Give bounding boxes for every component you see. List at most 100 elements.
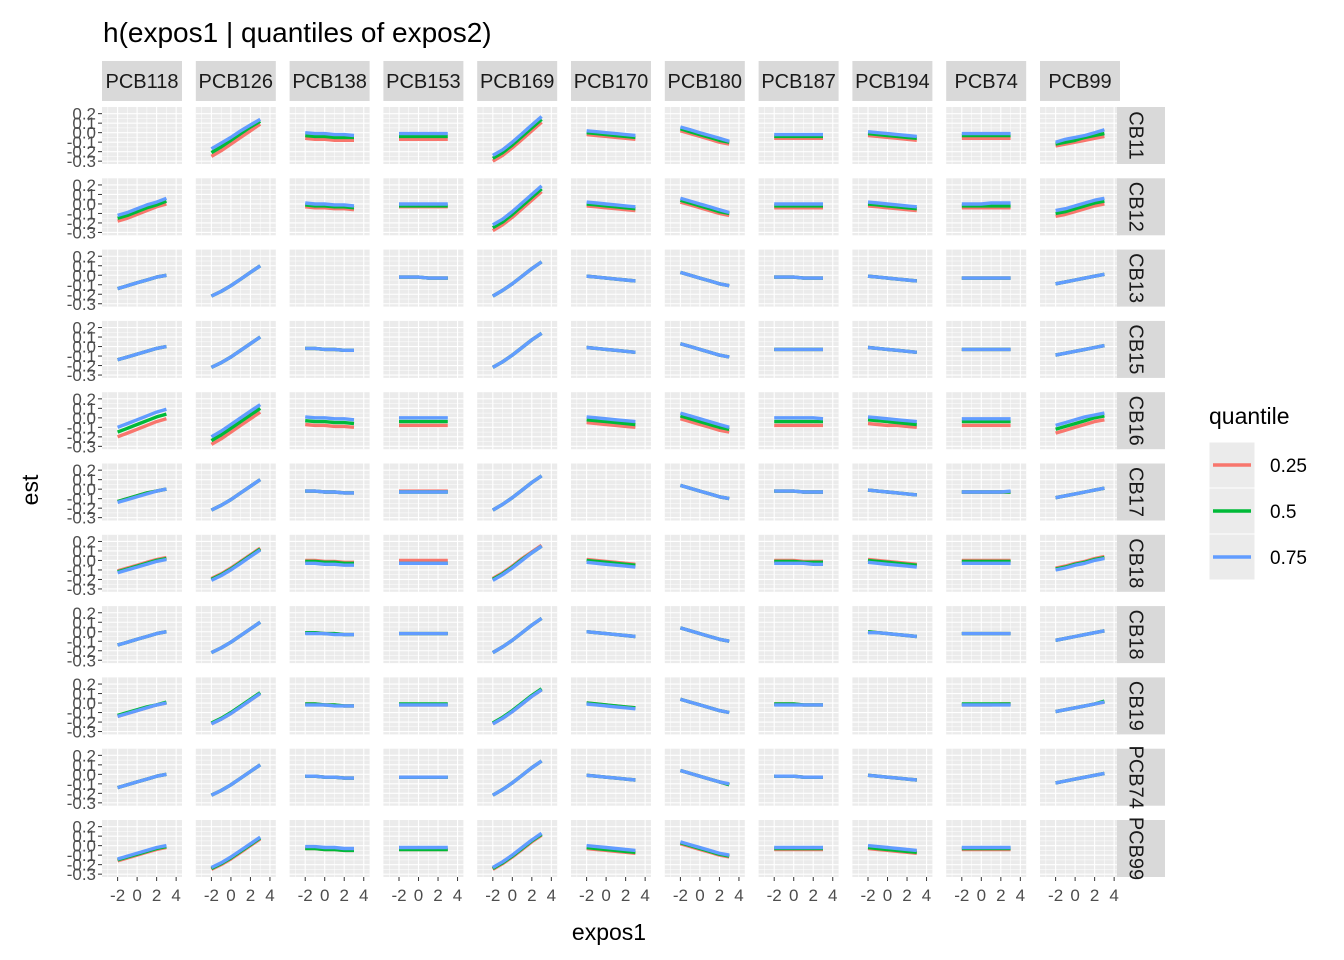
x-tick-label: -2 [579, 886, 594, 905]
facet-panel [195, 392, 276, 450]
x-tick-label: 0 [601, 886, 610, 905]
y-axis: 0.20.10.0-0.1-0.2-0.3 [67, 675, 102, 742]
series-line-0-75 [305, 489, 354, 495]
y-tick-label: -0.2 [67, 428, 96, 447]
series-line-0-5 [867, 418, 917, 427]
facet-panel [289, 677, 370, 735]
facet-panel [571, 107, 651, 164]
facet-panel [571, 320, 651, 378]
series-line-0-75 [1055, 128, 1105, 144]
row-strip-label: CB11 [1125, 111, 1147, 160]
y-tick-label: 0.2 [72, 818, 96, 837]
series-line-0-75 [867, 130, 917, 139]
x-tick-label: -2 [860, 886, 875, 905]
y-tick-label: -0.3 [67, 366, 96, 385]
facet-panel [852, 606, 933, 664]
row-strip-label: CB15 [1125, 324, 1147, 374]
y-tick-label: -0.1 [67, 418, 96, 437]
facet-panel [1040, 178, 1120, 236]
y-tick-label: 0.1 [72, 471, 96, 490]
panel-background [571, 463, 651, 521]
facet-panel [946, 820, 1027, 877]
series-line-0-75 [305, 346, 354, 352]
series-line-0-75 [867, 488, 917, 497]
x-tick-label: 4 [922, 886, 931, 905]
series-line-0-75 [586, 560, 636, 569]
x-tick-label: 2 [527, 886, 536, 905]
series-line-0-5 [1055, 131, 1105, 146]
series-line-0-5 [867, 131, 917, 140]
row-strip-label: CB12 [1125, 182, 1147, 232]
facet-panel [664, 677, 745, 735]
column-strip-label: PCB169 [480, 71, 555, 93]
facet-panel [664, 320, 745, 378]
x-tick-label: -2 [485, 886, 500, 905]
facet-panel [758, 606, 839, 664]
series-line-0-75 [210, 264, 262, 298]
facet-panel [102, 748, 182, 806]
series-line-0-5 [867, 845, 917, 854]
facet-panel [1040, 392, 1120, 450]
strip-background [289, 61, 370, 101]
facet-panel [289, 820, 370, 877]
facet-panel [1040, 534, 1120, 592]
series-line-0-25 [210, 410, 262, 446]
facet-panel [102, 320, 182, 378]
facet-panel [852, 249, 933, 307]
facet-panel [383, 249, 464, 307]
y-tick-label: -0.3 [67, 865, 96, 884]
series-line-0-75 [586, 702, 636, 711]
column-strip-label: PCB118 [105, 71, 178, 93]
legend-label: 0.75 [1270, 548, 1307, 569]
strip-background [1117, 820, 1165, 877]
facet-panel [289, 534, 370, 592]
row-strip: PCB99 [1117, 817, 1165, 880]
series-line-0-75 [1055, 556, 1105, 572]
series-line-0-75 [586, 773, 636, 782]
series-line-0-25 [1055, 134, 1105, 148]
facet-panel [946, 534, 1027, 592]
facet-panel [758, 320, 839, 378]
series-line-0-75 [305, 703, 354, 708]
facet-panel [102, 178, 182, 236]
series-line-0-25 [679, 200, 730, 218]
x-tick-label: -2 [204, 886, 219, 905]
y-axis: 0.20.10.0-0.1-0.2-0.3 [67, 176, 102, 242]
x-axis: -2 0 2 4 [673, 877, 744, 905]
x-tick-label: 2 [339, 886, 348, 905]
x-axis: -2 0 2 4 [1048, 877, 1119, 905]
strip-background [664, 61, 745, 101]
facet-panel [1040, 748, 1120, 806]
facet-panel [102, 392, 182, 450]
y-tick-label: 0.2 [72, 604, 96, 623]
series-line-0-75 [210, 835, 262, 870]
y-tick-label: -0.3 [67, 651, 96, 670]
panel-background [477, 392, 558, 450]
facet-panel [383, 606, 464, 664]
facet-panel [946, 320, 1027, 378]
series-line-0-75 [586, 415, 636, 424]
y-tick-label: -0.2 [67, 143, 96, 162]
x-tick-label: 0 [977, 886, 986, 905]
series-line-0-75 [491, 260, 543, 298]
series-line-0-75 [679, 411, 730, 429]
facet-panel [758, 748, 839, 806]
y-tick-label: 0.2 [72, 390, 96, 409]
y-tick-label: -0.3 [67, 794, 96, 813]
series-line-0-25 [491, 190, 543, 233]
facet-panel [1040, 606, 1120, 664]
facet-panel [102, 677, 182, 735]
panel-background [664, 534, 745, 592]
series-line-0-5 [586, 558, 636, 567]
x-tick-label: 4 [453, 886, 462, 905]
series-line-0-75 [305, 631, 354, 637]
y-tick-label: -0.1 [67, 561, 96, 580]
facet-panel [1040, 677, 1120, 735]
column-strip-label: PCB138 [292, 71, 367, 93]
row-strip-label: CB18 [1125, 538, 1147, 588]
series-line-0-5 [305, 419, 355, 426]
series-line-0-75 [1055, 272, 1105, 286]
facet-panel [477, 748, 558, 806]
y-axis: 0.20.10.0-0.1-0.2-0.3 [67, 461, 102, 528]
x-tick-label: 2 [902, 886, 911, 905]
